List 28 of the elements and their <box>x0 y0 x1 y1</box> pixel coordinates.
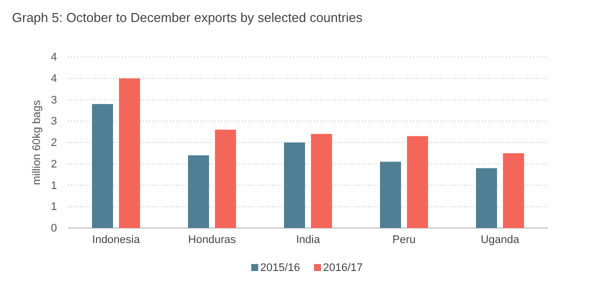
y-tick-label: 1 <box>50 180 57 192</box>
bar <box>284 142 305 228</box>
y-tick-label: 3 <box>50 116 57 128</box>
legend-label: 2016/17 <box>323 262 363 274</box>
bar <box>311 134 332 228</box>
y-tick-label: 4 <box>50 72 57 85</box>
bar <box>476 168 497 228</box>
x-tick-label: India <box>296 234 321 246</box>
bar <box>503 153 524 228</box>
y-tick-label: 4 <box>50 52 57 64</box>
y-tick-label: 3 <box>50 94 57 106</box>
bar <box>380 162 401 228</box>
x-tick-label: Peru <box>392 234 416 246</box>
bar <box>215 130 236 228</box>
y-tick-label: 1 <box>50 201 57 214</box>
chart-title: Graph 5: October to December exports by selected countries <box>12 10 363 25</box>
y-tick-label: 2 <box>50 158 57 170</box>
bar <box>407 136 428 228</box>
legend-label: 2015/16 <box>260 262 300 274</box>
bar <box>119 78 140 228</box>
x-tick-label: Honduras <box>188 234 236 246</box>
x-tick-label: Indonesia <box>92 234 141 246</box>
bar <box>188 155 209 228</box>
y-axis-title: million 60kg bags <box>31 100 43 185</box>
x-tick-label: Uganda <box>480 234 520 246</box>
y-tick-label: 0 <box>50 222 57 235</box>
bar <box>92 104 113 228</box>
y-tick-label: 2 <box>50 137 57 150</box>
